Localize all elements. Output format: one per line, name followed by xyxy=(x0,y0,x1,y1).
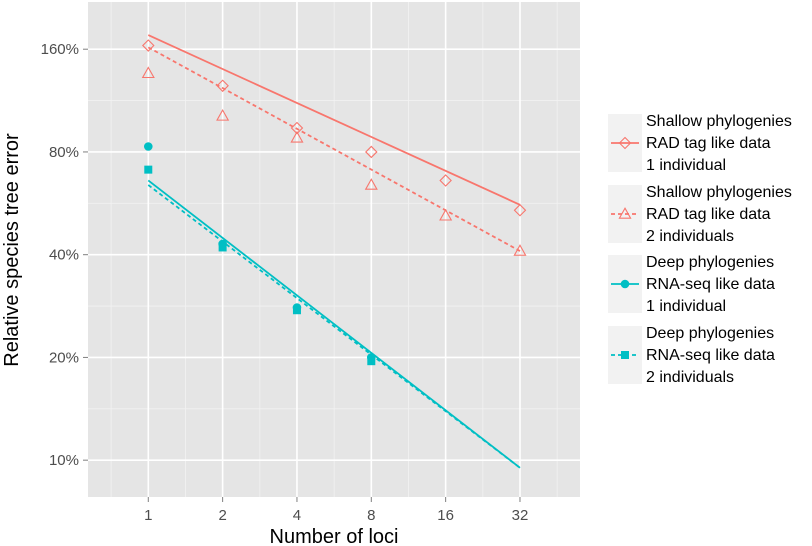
legend-label-line: Deep phylogenies xyxy=(646,254,774,271)
x-tick-label: 16 xyxy=(437,507,454,524)
legend-label-line: 1 individual xyxy=(646,298,726,315)
y-tick-label: 10% xyxy=(49,452,79,469)
x-axis-title: Number of loci xyxy=(270,526,399,546)
data-point-series-4 xyxy=(292,306,301,315)
legend-label-line: Shallow phylogenies xyxy=(646,113,792,130)
legend-key-marker xyxy=(620,279,630,289)
data-point-series-1 xyxy=(513,203,527,217)
y-tick-label: 160% xyxy=(41,41,79,58)
x-tick-label: 1 xyxy=(144,507,152,524)
legend-entry-1: Shallow phylogenies RAD tag like data 1 in… xyxy=(608,113,792,174)
fit-line-series-1 xyxy=(147,34,521,206)
y-axis-title: Relative species tree error xyxy=(1,133,23,367)
legend-entry-2: Shallow phylogenies RAD tag like data 2 in… xyxy=(608,184,792,245)
data-point-series-2 xyxy=(513,244,527,256)
legend-key-marker xyxy=(618,136,632,150)
y-tick-label: 80% xyxy=(49,144,79,161)
legend-label-line: RAD tag like data xyxy=(646,206,771,223)
y-axis: 10% 20% 40% 80% 160% xyxy=(41,41,88,469)
data-points xyxy=(141,39,527,366)
legend-label-line: 2 individuals xyxy=(646,369,734,386)
data-point-series-2 xyxy=(141,66,155,79)
y-tick-label: 20% xyxy=(49,349,79,366)
data-point-series-1 xyxy=(439,174,452,187)
data-point-series-4 xyxy=(218,243,227,252)
x-axis: 1 2 4 8 16 32 xyxy=(144,497,528,524)
x-tick-label: 2 xyxy=(218,507,226,524)
fit-lines xyxy=(147,34,521,469)
legend-label-line: RNA-seq like data xyxy=(646,347,775,364)
data-point-series-2 xyxy=(290,130,304,143)
data-point-series-2 xyxy=(216,109,230,121)
data-point-series-1 xyxy=(142,39,155,52)
legend-key-marker xyxy=(621,351,629,359)
data-point-series-2 xyxy=(364,178,378,190)
data-point-series-1 xyxy=(216,79,229,93)
legend-label-line: RNA-seq like data xyxy=(646,276,775,293)
legend-label-line: 1 individual xyxy=(646,157,726,174)
legend-label-line: Deep phylogenies xyxy=(646,325,774,342)
grid-minor xyxy=(88,2,580,497)
data-point-series-3 xyxy=(143,142,153,151)
data-point-series-4 xyxy=(367,357,376,366)
data-point-series-4 xyxy=(144,165,153,174)
legend: Shallow phylogenies RAD tag like data 1 in… xyxy=(608,113,792,386)
legend-label-line: 2 individuals xyxy=(646,228,734,245)
x-tick-label: 4 xyxy=(293,507,301,524)
data-point-series-1 xyxy=(290,121,304,135)
legend-label-line: RAD tag like data xyxy=(646,135,771,152)
fit-line-series-2 xyxy=(147,46,521,252)
fit-line-series-4 xyxy=(147,184,521,469)
y-tick-label: 40% xyxy=(49,247,79,264)
legend-key-marker xyxy=(618,207,632,219)
data-point-series-1 xyxy=(365,145,378,159)
x-tick-label: 8 xyxy=(367,507,375,524)
data-point-series-2 xyxy=(439,208,453,221)
grid-major xyxy=(88,2,580,497)
legend-entry-4: Deep phylogenies RNA-seq like data 2 indiv… xyxy=(608,325,775,386)
legend-label-line: Shallow phylogenies xyxy=(646,184,792,201)
legend-entry-3: Deep phylogenies RNA-seq like data 1 indiv… xyxy=(608,254,775,315)
x-tick-label: 32 xyxy=(512,507,529,524)
